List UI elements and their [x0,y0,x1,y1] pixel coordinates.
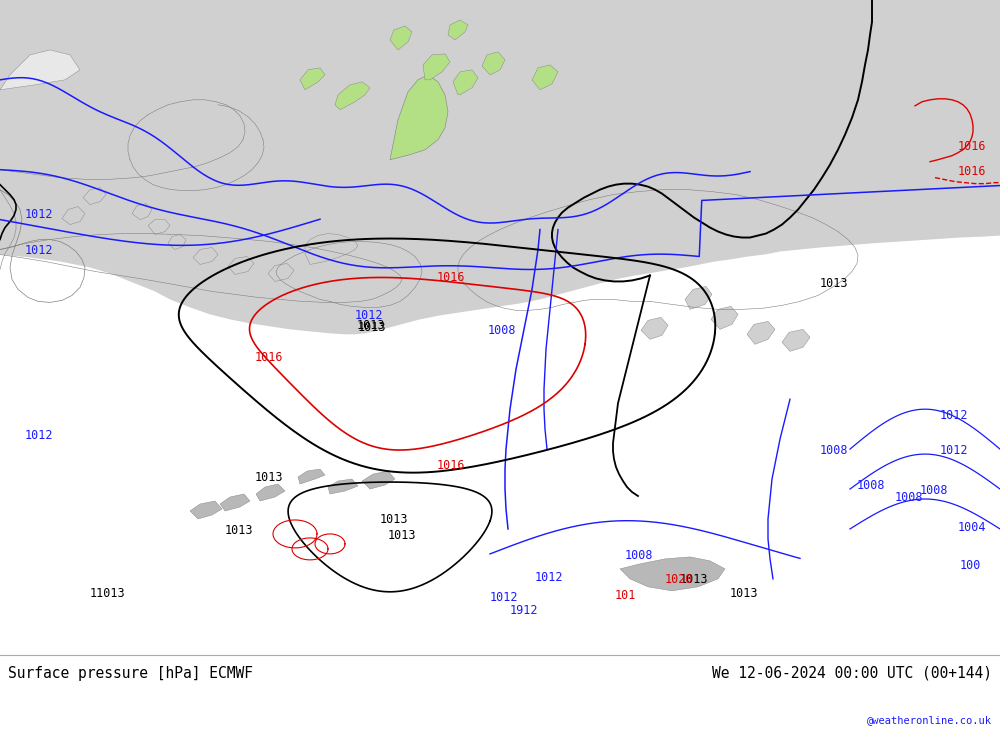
Text: 1012: 1012 [25,429,54,442]
Text: 1012: 1012 [940,444,968,457]
Text: 1912: 1912 [510,604,538,616]
Text: 1013: 1013 [820,277,848,290]
Text: 1013: 1013 [358,321,386,334]
Text: 1013: 1013 [255,471,284,484]
Text: 1016: 1016 [437,271,466,284]
Polygon shape [0,0,1000,334]
Text: 1016: 1016 [255,351,284,364]
Polygon shape [300,68,325,90]
Polygon shape [62,207,85,224]
Polygon shape [335,82,370,110]
Text: 1016: 1016 [437,459,466,472]
Polygon shape [305,234,358,265]
Polygon shape [423,54,450,80]
Polygon shape [168,235,186,249]
Polygon shape [482,52,505,75]
Text: 101: 101 [615,589,636,602]
Polygon shape [220,494,250,511]
Polygon shape [620,557,725,591]
Polygon shape [83,188,106,205]
Polygon shape [0,50,80,90]
Polygon shape [390,26,412,50]
Text: 1013: 1013 [680,572,708,586]
Text: We 12-06-2024 00:00 UTC (00+144): We 12-06-2024 00:00 UTC (00+144) [712,666,992,681]
Text: 1008: 1008 [625,549,654,562]
Text: 1013: 1013 [357,320,386,332]
Polygon shape [193,248,218,265]
Text: 1012: 1012 [940,409,968,422]
Polygon shape [268,263,294,281]
Text: 1016: 1016 [958,165,986,177]
Polygon shape [256,484,285,501]
Text: 1008: 1008 [895,491,924,504]
Polygon shape [362,471,395,489]
Text: 1008: 1008 [920,484,948,497]
Text: 1012: 1012 [490,591,518,604]
Polygon shape [747,321,775,345]
Text: 1013: 1013 [388,529,416,542]
Polygon shape [148,220,170,235]
Text: 1008: 1008 [488,324,516,337]
Text: 1013: 1013 [225,524,254,537]
Text: 1020: 1020 [665,572,694,586]
Text: 1012: 1012 [25,245,54,257]
Polygon shape [711,306,738,329]
Text: 11013: 11013 [90,587,126,600]
Text: 1013: 1013 [380,513,409,526]
Polygon shape [685,287,712,309]
Polygon shape [190,501,222,519]
Polygon shape [390,75,448,160]
Text: 1008: 1008 [820,444,848,457]
Text: 1012: 1012 [355,309,384,323]
Polygon shape [448,20,468,40]
Polygon shape [782,329,810,351]
Text: 1013: 1013 [730,587,759,600]
Text: 1004: 1004 [958,521,986,534]
Text: 1012: 1012 [25,207,54,221]
Polygon shape [641,317,668,339]
Polygon shape [298,469,325,484]
Polygon shape [532,65,558,90]
Text: 1008: 1008 [857,479,886,492]
Text: 100: 100 [960,559,981,572]
Text: 1012: 1012 [535,571,564,584]
Polygon shape [453,70,478,95]
Text: Surface pressure [hPa] ECMWF: Surface pressure [hPa] ECMWF [8,666,253,681]
Text: @weatheronline.co.uk: @weatheronline.co.uk [867,715,992,725]
Text: 1016: 1016 [958,140,986,152]
Polygon shape [132,204,152,220]
Polygon shape [228,257,254,274]
Polygon shape [328,479,358,494]
